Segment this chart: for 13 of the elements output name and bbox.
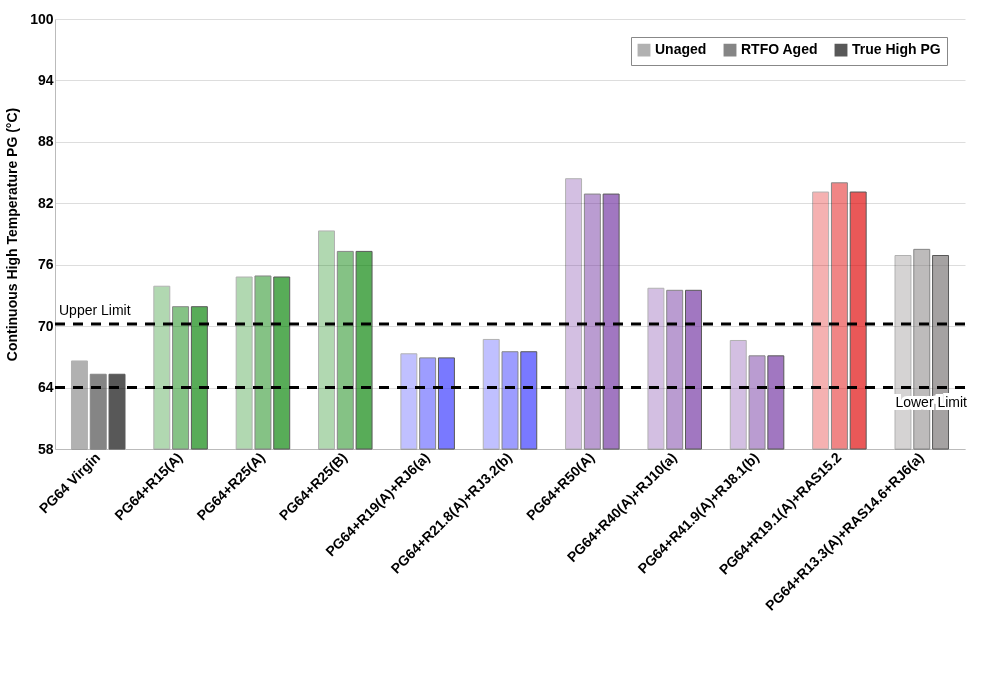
y-tick-label: 70 — [37, 317, 54, 334]
y-tick-label: 58 — [37, 440, 54, 457]
legend-label: RTFO Aged — [741, 41, 818, 58]
y-tick-label: 64 — [37, 379, 54, 396]
y-tick-label: 76 — [37, 256, 54, 273]
legend-label: True High PG — [852, 41, 941, 58]
y-tick-label: 82 — [37, 194, 54, 211]
y-axis-title: Continuous High Temperature PG (°C) — [4, 107, 21, 362]
legend-label: Unaged — [655, 41, 707, 58]
y-tick-label: 88 — [37, 133, 54, 150]
ref-line-label: Upper Limit — [59, 302, 131, 319]
y-tick-label: 94 — [37, 71, 54, 88]
y-tick-label: 100 — [30, 10, 54, 27]
